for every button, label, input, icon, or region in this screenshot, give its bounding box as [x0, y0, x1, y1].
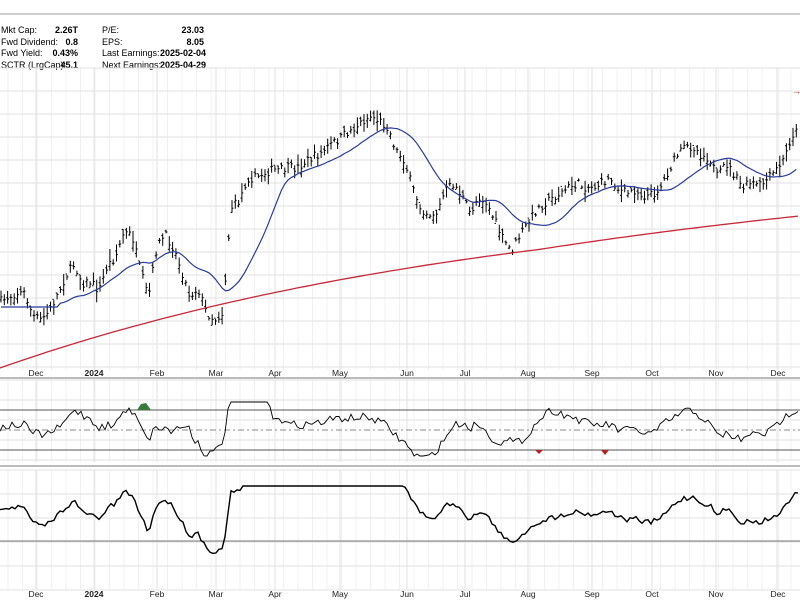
x-tick-label: Nov	[708, 589, 724, 599]
stat-label: Fwd Dividend:	[1, 36, 59, 47]
stat-label: Fwd Yield:	[1, 48, 43, 58]
stat-value: 2025-04-29	[160, 59, 207, 70]
fundamentals-left: Mkt Cap: 2.26T Fwd Dividend: 0.8 Fwd Yield: 0…	[1, 25, 78, 71]
x-tick-label: Mar	[209, 368, 224, 378]
x-tick-label: Apr	[268, 368, 281, 378]
x-tick-label: Sep	[584, 589, 599, 599]
stat-value: 45.1	[60, 59, 78, 70]
x-tick-label: Dec	[28, 368, 44, 378]
x-tick-label: 2024	[85, 368, 104, 378]
osc-oversold-fill	[601, 450, 609, 455]
x-tick-label: Oct	[645, 589, 659, 599]
x-tick-label: Apr	[268, 589, 281, 599]
x-tick-label: Feb	[150, 368, 165, 378]
stat-row: SCTR (LrgCap): 45.1	[1, 60, 78, 72]
stat-label: Last Earnings:	[102, 48, 160, 58]
x-tick-label: Jun	[400, 368, 414, 378]
x-tick-label: Sep	[584, 368, 599, 378]
stat-label: Next Earnings:	[102, 59, 162, 70]
stat-value: 0.8	[65, 36, 78, 47]
stat-label: SCTR (LrgCap):	[1, 59, 67, 70]
stat-row: P/E: 23.03	[102, 25, 204, 37]
stat-value: 2025-02-04	[160, 48, 207, 58]
stat-value: 0.43%	[52, 48, 78, 58]
x-tick-label: May	[332, 589, 349, 599]
ma-short-line	[1, 127, 797, 308]
osc-overbought-fill	[137, 403, 151, 410]
stat-row: Fwd Dividend: 0.8	[1, 37, 78, 49]
osc-oversold-fill	[535, 450, 543, 454]
marker-arrow: →	[792, 86, 800, 96]
fundamentals-right: P/E: 23.03 EPS: 8.05 Last Earnings: 2025-02-0…	[102, 25, 207, 72]
stat-row: Mkt Cap: 2.26T	[1, 25, 78, 37]
ma-long-line	[0, 215, 799, 369]
x-tick-label: May	[332, 368, 349, 378]
stat-label: EPS:	[102, 36, 123, 47]
oscillator-line	[0, 401, 799, 457]
momentum-line	[0, 485, 799, 555]
stat-value: 8.05	[186, 36, 204, 47]
x-tick-label: Mar	[209, 589, 224, 599]
stat-row: Next Earnings: 2025-04-29	[102, 59, 207, 72]
x-tick-label: Dec	[28, 589, 44, 599]
stat-label: P/E:	[102, 25, 120, 35]
x-tick-label: Aug	[520, 368, 535, 378]
x-tick-label: Jul	[460, 368, 471, 378]
stat-label: Mkt Cap:	[1, 25, 38, 35]
x-tick-label: Oct	[645, 368, 659, 378]
stat-value: 23.03	[181, 25, 204, 35]
x-tick-label: Aug	[520, 589, 535, 599]
stat-row: EPS: 8.05	[102, 37, 204, 49]
stat-row: Last Earnings: 2025-02-04	[102, 48, 207, 60]
x-tick-label: Nov	[708, 368, 724, 378]
x-tick-label: Feb	[150, 589, 165, 599]
stat-row: Fwd Yield: 0.43%	[1, 48, 78, 60]
x-tick-label: Dec	[770, 589, 786, 599]
x-tick-label: Jun	[400, 589, 414, 599]
x-tick-label: Dec	[770, 368, 786, 378]
x-tick-label: Jul	[460, 589, 471, 599]
x-tick-label: 2024	[85, 589, 104, 599]
stat-value: 2.26T	[54, 25, 78, 35]
